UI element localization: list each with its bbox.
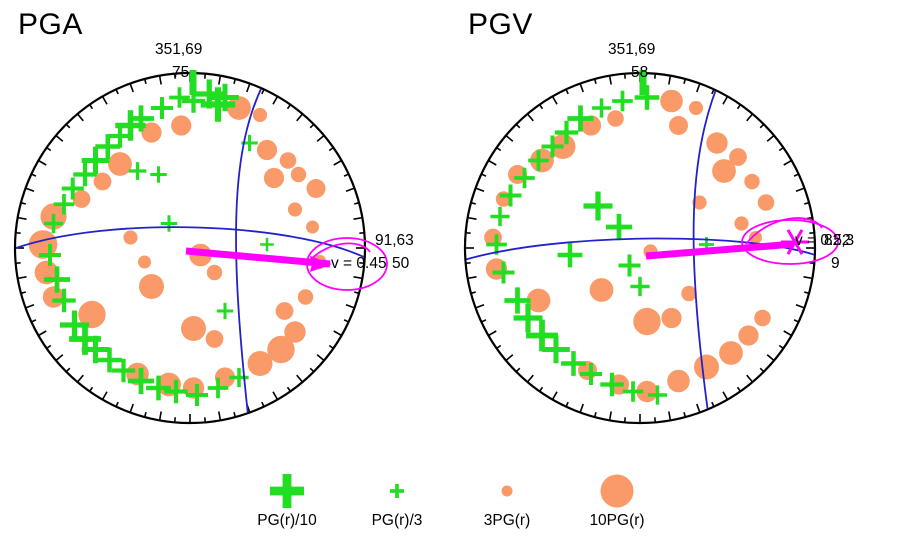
right-azimuth-label-pga: 91,63 <box>375 232 414 249</box>
panel-pgv: PGV 351,69 58 v = 0.52 82,3 9 <box>450 0 900 470</box>
top-azimuth-label-pga: 351,69 <box>155 41 203 58</box>
legend-item-label: PG(r)/3 <box>371 512 423 529</box>
legend-item: PG(r)/10 <box>232 468 342 552</box>
page-title-pgv: PGV <box>468 8 533 41</box>
nodal-plane-1 <box>235 74 269 416</box>
vector-magnitude-label-pga: v = 0.45 <box>331 255 387 272</box>
legend-items: PG(r)/10 PG(r)/3 3PG(r) 10PG(r) <box>232 468 672 552</box>
legend: PG(r)/10 PG(r)/3 3PG(r) 10PG(r) <box>0 468 900 552</box>
stereonet-pga <box>13 70 388 425</box>
legend-item: 3PG(r) <box>452 468 562 552</box>
vector-magnitude-label-pgv: v = 0.52 <box>795 232 851 249</box>
circle-small-icon <box>452 470 562 512</box>
top-value-label-pgv: 58 <box>631 64 649 81</box>
legend-item: PG(r)/3 <box>342 468 452 552</box>
vector-overlap-label-pga: 50 <box>392 255 410 272</box>
vector-shaft <box>185 247 331 268</box>
cross-markers <box>486 85 714 405</box>
cross-large-icon <box>232 470 342 512</box>
right-wrapped-label-pgv: 9 <box>831 255 840 272</box>
circle-large-icon <box>562 470 672 512</box>
legend-item: 10PG(r) <box>562 468 672 552</box>
error-ellipse <box>741 219 839 265</box>
asterisk-marker <box>786 229 804 255</box>
nodal-plane-1 <box>692 74 723 413</box>
page-title-pga: PGA <box>18 8 83 41</box>
legend-item-label: 3PG(r) <box>483 512 531 529</box>
rim-ticks <box>465 73 815 423</box>
top-azimuth-label-pgv: 351,69 <box>608 41 656 58</box>
right-azimuth-label-pgv: 82,3 <box>824 232 855 249</box>
legend-item-label: PG(r)/10 <box>257 512 317 529</box>
vector-overlay <box>185 237 388 291</box>
vector-overlay <box>645 217 839 265</box>
arrowhead <box>310 256 332 272</box>
cross-markers <box>39 79 274 406</box>
cross-small-icon <box>342 470 452 512</box>
error-ellipse <box>306 237 388 291</box>
panel-pga: PGA 351,69 75 91,63 v = 0.45 50 <box>0 0 450 470</box>
nodal-plane-2 <box>16 226 364 259</box>
top-value-label-pga: 75 <box>172 64 190 81</box>
stereonet-pgv <box>463 70 839 425</box>
vector-shaft <box>645 240 795 260</box>
circle-markers <box>28 96 327 399</box>
legend-item-label: 10PG(r) <box>589 512 645 529</box>
